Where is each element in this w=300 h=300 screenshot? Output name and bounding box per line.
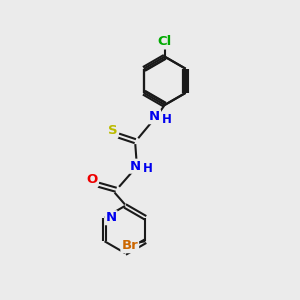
Text: S: S (108, 124, 117, 137)
Text: Cl: Cl (158, 35, 172, 48)
Text: Br: Br (122, 239, 138, 252)
Text: H: H (143, 162, 153, 175)
Text: H: H (162, 112, 172, 126)
Text: O: O (86, 173, 98, 186)
Text: N: N (149, 110, 160, 123)
Text: N: N (130, 160, 141, 173)
Text: N: N (106, 211, 117, 224)
